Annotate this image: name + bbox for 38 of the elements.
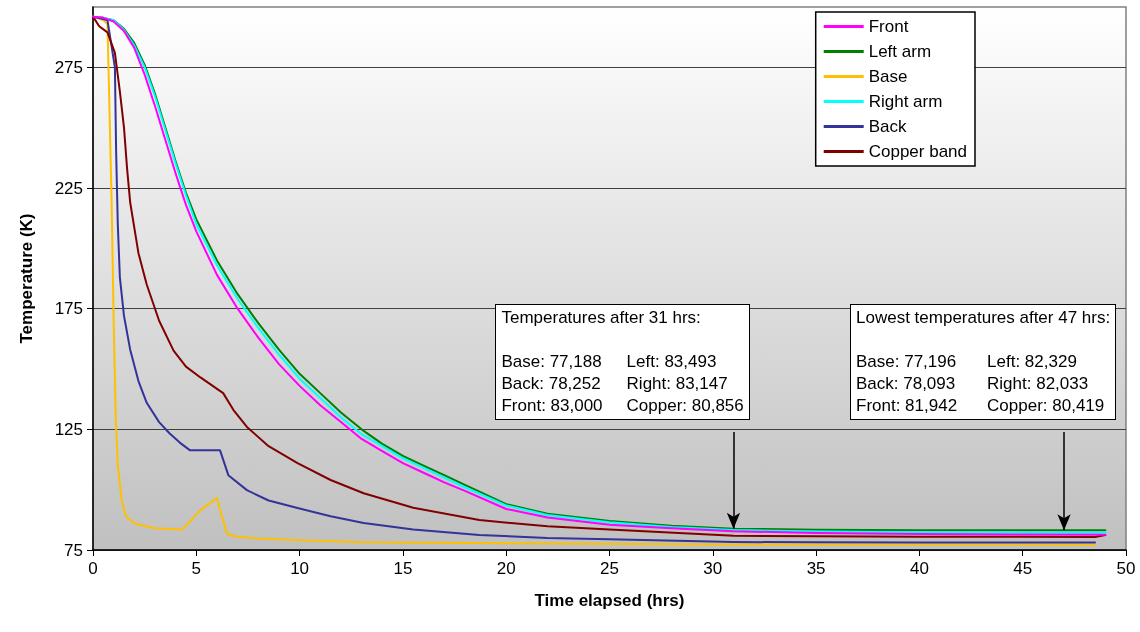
y-tick-label: 225 — [54, 178, 83, 198]
x-tick-label: 20 — [496, 559, 516, 578]
x-tick-label: 50 — [1116, 559, 1136, 578]
x-tick-label: 25 — [600, 559, 619, 578]
annotation: Right: 83,147 — [626, 373, 729, 395]
x-tick-label: 40 — [909, 559, 929, 578]
x-tick-label: 0 — [88, 559, 98, 578]
annotation: Lowest temperatures after 47 hrs: — [856, 307, 1111, 329]
legend-label: Copper band — [868, 142, 968, 161]
legend-label: Right arm — [868, 92, 943, 111]
annotation: Front: 81,942 — [856, 395, 959, 417]
annotation: Base: 77,188 — [501, 351, 603, 373]
annotation: Front: 83,000 — [501, 395, 603, 417]
annotation: Left: 82,329 — [987, 351, 1078, 373]
y-tick-label: 125 — [54, 419, 83, 439]
x-tick-label: 45 — [1013, 559, 1033, 578]
y-tick-label: 75 — [64, 540, 83, 560]
legend-label: Back — [868, 117, 907, 136]
annotation: Right: 82,033 — [987, 373, 1090, 395]
x-tick-label: 30 — [703, 559, 723, 578]
annotation: Left: 83,493 — [626, 351, 718, 373]
annotation: Base: 77,196 — [856, 351, 958, 373]
annotation: Temperatures after 31 hrs: — [501, 307, 702, 329]
annotation: Copper: 80,856 — [626, 395, 744, 417]
y-tick-label: 275 — [54, 57, 83, 77]
x-tick-label: 15 — [393, 559, 413, 578]
annotation: Back: 78,252 — [501, 373, 602, 395]
annotation: Back: 78,093 — [856, 373, 957, 395]
annotation: Copper: 80,419 — [987, 395, 1106, 417]
legend-label: Left arm — [868, 42, 932, 61]
legend-label: Front — [868, 17, 909, 36]
y-axis-title: Temperature (K) — [17, 213, 36, 344]
x-tick-label: 5 — [191, 559, 202, 578]
x-axis-title: Time elapsed (hrs) — [534, 591, 685, 610]
y-tick-label: 175 — [54, 299, 83, 319]
legend-label: Base — [868, 67, 908, 86]
x-tick-label: 35 — [806, 559, 826, 578]
x-tick-label: 10 — [290, 559, 310, 578]
